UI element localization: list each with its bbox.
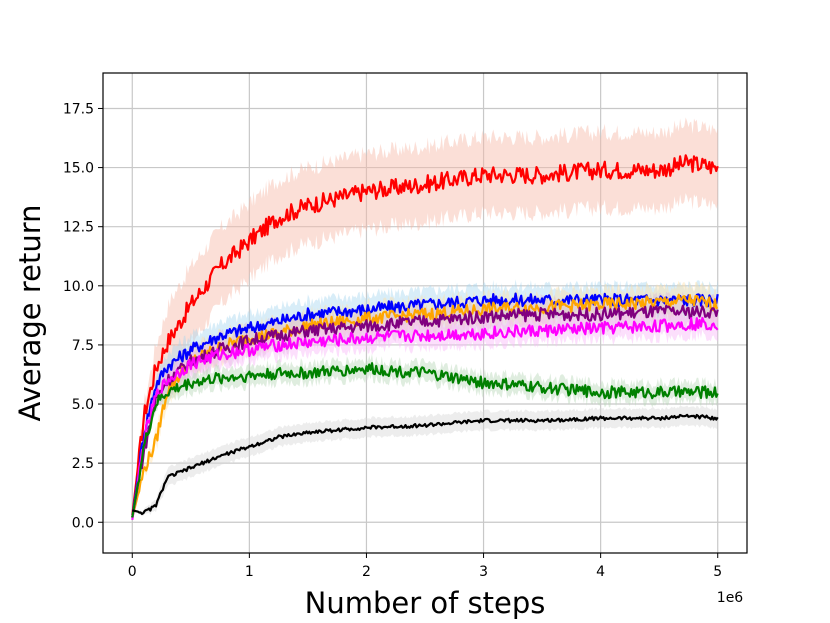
y-tick-label: 15.0: [63, 161, 94, 177]
plot-frame: [102, 72, 748, 554]
y-tick-label: 5.0: [72, 397, 94, 413]
x-axis-ticks: 0 1 2 3 4 5: [128, 553, 722, 580]
y-tick-label: 7.5: [72, 338, 94, 354]
series-line-3: [131, 304, 719, 518]
series-line-6: [132, 413, 719, 516]
series-band-6: [132, 405, 718, 517]
x-axis-offset-label: 1e6: [717, 590, 744, 606]
y-tick-label: 17.5: [63, 101, 94, 117]
series-line-4: [131, 316, 719, 521]
x-tick-label: 0: [128, 564, 137, 580]
series-line-0: [131, 154, 719, 516]
y-tick-label: 2.5: [72, 456, 94, 472]
x-tick-label: 1: [245, 564, 254, 580]
x-tick-label: 5: [713, 564, 722, 580]
series-line-2: [131, 293, 719, 518]
y-tick-label: 12.5: [63, 220, 94, 236]
y-axis-ticks: 0.0 2.5 5.0 7.5 10.0 12.5 15.0 17.5: [63, 101, 103, 531]
series-lines: [131, 154, 719, 521]
x-tick-label: 4: [596, 564, 605, 580]
series-line-5: [131, 362, 719, 518]
series-band-0: [132, 117, 718, 516]
x-axis-label: Number of steps: [305, 586, 546, 620]
series-line-1: [131, 292, 719, 518]
y-tick-label: 0.0: [72, 515, 94, 531]
x-tick-label: 3: [479, 564, 488, 580]
y-axis-label: Average return: [13, 205, 47, 422]
y-tick-label: 10.0: [63, 279, 94, 295]
x-tick-label: 2: [362, 564, 371, 580]
series-band-2: [132, 280, 718, 518]
